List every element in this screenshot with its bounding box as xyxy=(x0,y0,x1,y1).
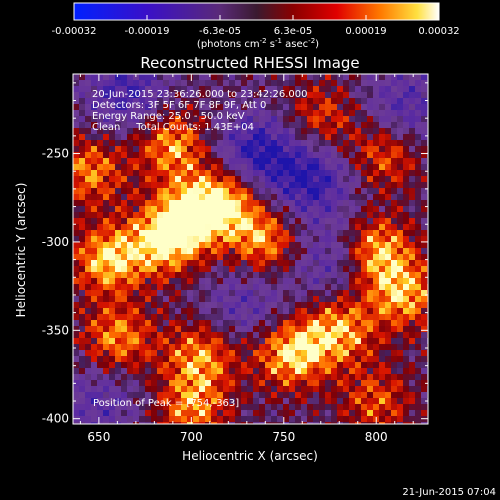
y-tick-label: -250 xyxy=(42,147,69,161)
colorbar-tick-label: -0.00019 xyxy=(125,26,170,37)
peak-position-label: Position of Peak = [754,-363] xyxy=(93,398,239,409)
x-tick-label: 800 xyxy=(365,430,388,444)
annotation-energy: Energy Range: 25.0 - 50.0 keV xyxy=(92,111,245,122)
axes: 650 700 750 800 -250 -300 -350 -400 xyxy=(42,74,428,444)
x-tick-label: 650 xyxy=(87,430,110,444)
colorbar-units: (photons cm-2 s-1 asec-2) xyxy=(197,37,319,50)
plot-frame xyxy=(72,73,429,425)
colorbar-tick-label: -0.00032 xyxy=(52,26,97,37)
x-axis-label: Heliocentric X (arcsec) xyxy=(182,449,318,463)
annotation-clean: Clean Total Counts: 1.43E+04 xyxy=(92,122,254,133)
x-tick-label: 750 xyxy=(272,430,295,444)
y-tick-label: -400 xyxy=(42,412,69,426)
footer-date: 21-Jun-2015 07:04 xyxy=(402,487,496,498)
annotation-detectors: Detectors: 3F 5F 6F 7F 8F 9F, Att 0 xyxy=(92,100,266,111)
colorbar-tick-label: 0.00032 xyxy=(418,26,459,37)
x-tick-label: 700 xyxy=(180,430,203,444)
colorbar xyxy=(73,2,440,21)
colorbar-tick-label: 6.3e-05 xyxy=(274,26,312,37)
colorbar-tick-label: 0.00019 xyxy=(345,26,386,37)
y-tick-label: -350 xyxy=(42,323,69,337)
chart-title: Reconstructed RHESSI Image xyxy=(140,54,359,72)
annotation-time: 20-Jun-2015 23:36:26.000 to 23:42:26.000 xyxy=(92,89,308,100)
annotation-block: 20-Jun-2015 23:36:26.000 to 23:42:26.000… xyxy=(92,89,308,133)
y-axis-label: Heliocentric Y (arcsec) xyxy=(14,183,28,318)
y-tick-label: -300 xyxy=(42,235,69,249)
colorbar-ticks: -0.00032 -0.00019 -6.3e-05 6.3e-05 0.00019 0.… xyxy=(52,15,460,37)
colorbar-tick-label: -6.3e-05 xyxy=(199,26,241,37)
heatmap-image xyxy=(73,74,428,424)
